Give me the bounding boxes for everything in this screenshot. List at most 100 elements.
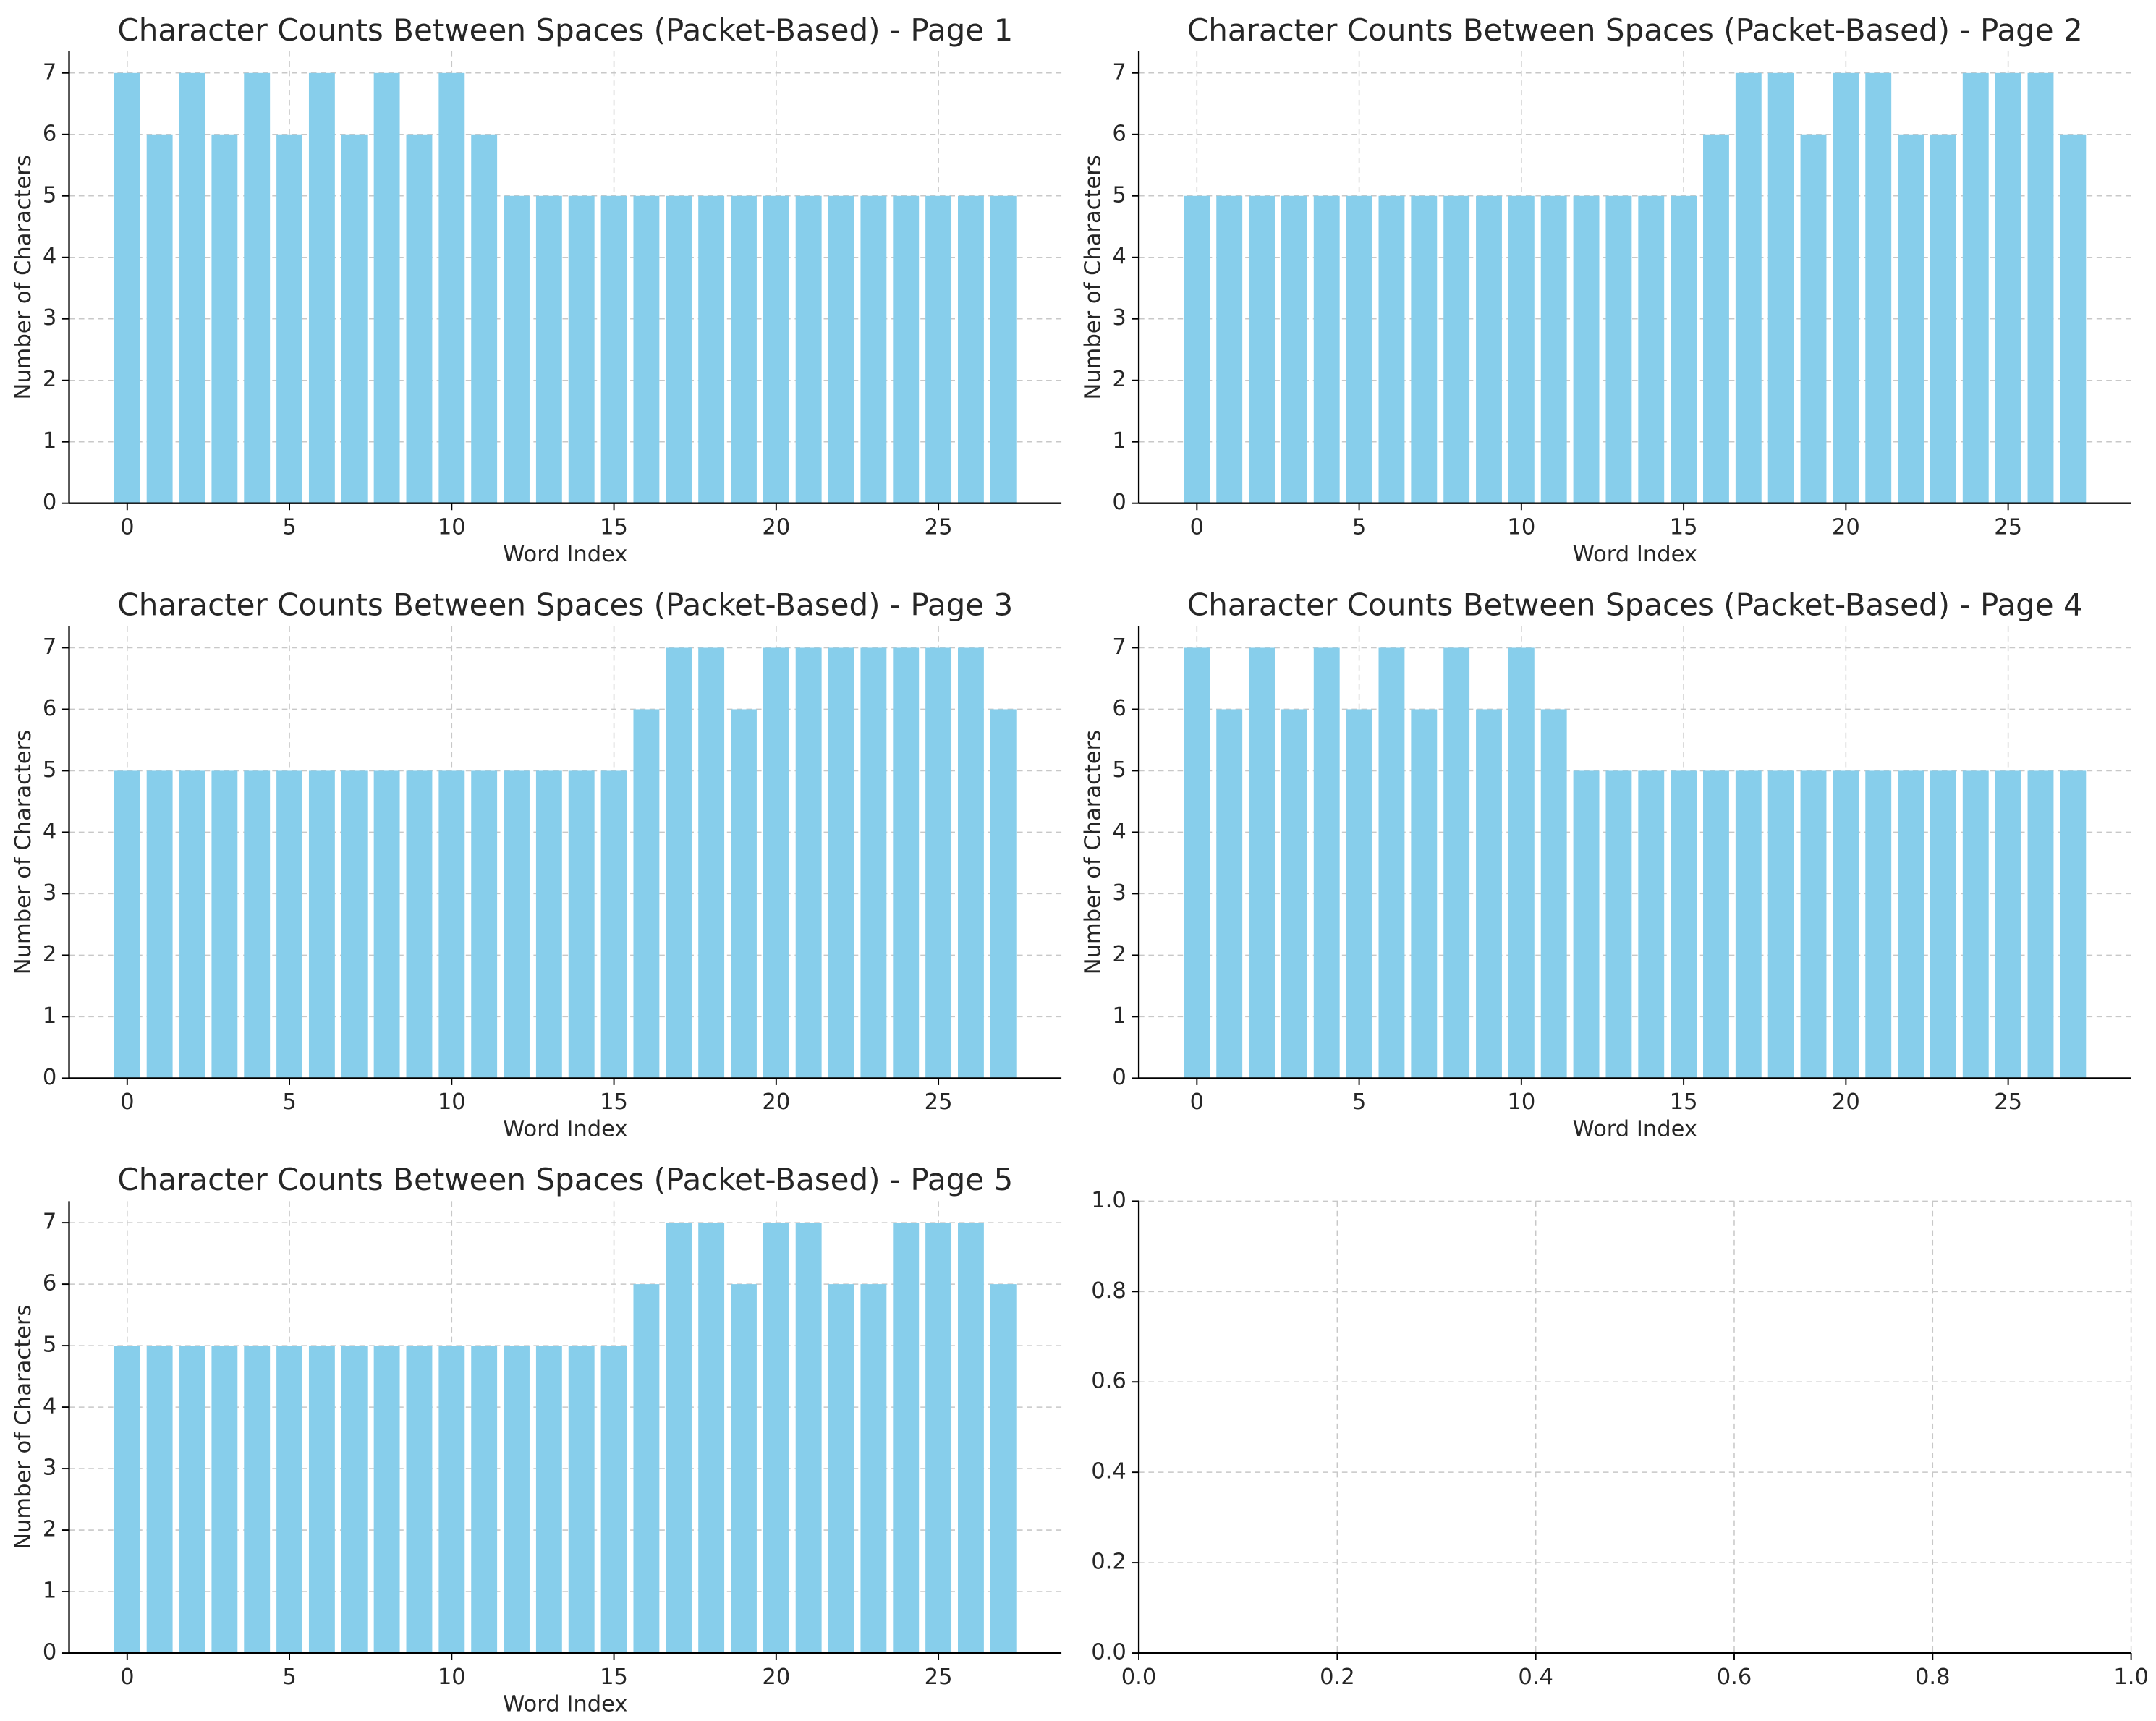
- bar: [958, 1223, 984, 1654]
- x-tick-label: 25: [1994, 1089, 2022, 1115]
- bar: [504, 195, 530, 503]
- y-tick-label: 4: [43, 1394, 56, 1419]
- bar: [308, 72, 335, 503]
- x-tick-label: 15: [600, 1665, 628, 1690]
- bar: [244, 1346, 271, 1654]
- bar: [1540, 195, 1567, 503]
- bar: [568, 1346, 595, 1654]
- y-tick-label: 7: [1112, 59, 1126, 85]
- x-tick-label: 0: [1190, 515, 1204, 540]
- bar: [925, 1223, 952, 1654]
- bar: [471, 770, 498, 1079]
- bar: [504, 1346, 530, 1654]
- y-tick-label: 2: [43, 942, 56, 967]
- bar: [731, 195, 757, 503]
- bar: [893, 195, 920, 503]
- bar: [1411, 195, 1438, 503]
- bar: [1833, 72, 1859, 503]
- y-tick-label: 6: [43, 1271, 56, 1296]
- bar: [763, 195, 789, 503]
- bar: [1443, 647, 1470, 1079]
- bar: [795, 1223, 822, 1654]
- bar: [1671, 770, 1697, 1079]
- bar: [438, 72, 465, 503]
- bar: [1378, 195, 1405, 503]
- y-tick-label: 0.6: [1091, 1369, 1126, 1394]
- bar: [1281, 195, 1307, 503]
- bar: [1833, 770, 1859, 1079]
- y-tick-label: 3: [43, 880, 56, 906]
- y-tick-label: 0: [1112, 1065, 1126, 1090]
- bar: [1184, 195, 1210, 503]
- bar: [1411, 709, 1438, 1079]
- bar: [600, 770, 627, 1079]
- x-tick-label: 0.6: [1717, 1665, 1752, 1690]
- bar: [146, 770, 173, 1079]
- bar: [535, 770, 562, 1079]
- bar: [925, 647, 952, 1079]
- y-tick-label: 6: [1112, 696, 1126, 721]
- bar: [828, 195, 854, 503]
- x-tick-label: 20: [762, 515, 790, 540]
- bar: [1800, 134, 1827, 503]
- x-tick-label: 5: [282, 515, 296, 540]
- bar: [535, 195, 562, 503]
- bar: [1249, 647, 1275, 1079]
- y-tick-label: 0.2: [1091, 1550, 1126, 1575]
- x-tick-label: 10: [438, 1665, 466, 1690]
- bar: [1346, 195, 1372, 503]
- y-tick-label: 0: [43, 490, 56, 515]
- bar: [211, 770, 238, 1079]
- bar: [114, 770, 140, 1079]
- bar: [568, 770, 595, 1079]
- y-tick-label: 7: [43, 634, 56, 660]
- chart-title: Character Counts Between Spaces (Packet-…: [117, 1162, 1013, 1197]
- bar: [958, 195, 984, 503]
- y-tick-label: 6: [1112, 121, 1126, 146]
- bar: [860, 1284, 887, 1654]
- bar: [373, 770, 400, 1079]
- x-tick-label: 20: [1832, 1089, 1860, 1115]
- x-axis-label: Word Index: [1573, 1117, 1697, 1142]
- bar: [666, 647, 692, 1079]
- bar: [698, 1223, 725, 1654]
- bar: [1930, 134, 1956, 503]
- bar: [731, 709, 757, 1079]
- bar: [471, 1346, 498, 1654]
- bar: [1962, 770, 1989, 1079]
- bar: [763, 647, 789, 1079]
- x-tick-label: 5: [282, 1089, 296, 1115]
- x-tick-label: 5: [282, 1665, 296, 1690]
- x-tick-label: 5: [1352, 1089, 1366, 1115]
- bar: [731, 1284, 757, 1654]
- y-tick-label: 2: [43, 1517, 56, 1542]
- bar: [1671, 195, 1697, 503]
- bar: [341, 134, 368, 503]
- bar: [990, 709, 1017, 1079]
- x-axis-label: Word Index: [503, 542, 627, 567]
- bar: [1476, 709, 1502, 1079]
- x-tick-label: 15: [1670, 515, 1698, 540]
- y-tick-label: 3: [1112, 305, 1126, 331]
- bar: [2027, 770, 2054, 1079]
- bar: [633, 1284, 660, 1654]
- bar: [438, 770, 465, 1079]
- bar: [600, 1346, 627, 1654]
- x-tick-label: 0: [120, 1089, 134, 1115]
- x-axis-label: Word Index: [1573, 542, 1697, 567]
- bar: [406, 770, 433, 1079]
- y-tick-label: 4: [1112, 819, 1126, 844]
- y-tick-label: 0: [43, 1640, 56, 1665]
- bar: [795, 647, 822, 1079]
- bar: [146, 134, 173, 503]
- bar: [1313, 647, 1340, 1079]
- bar: [666, 1223, 692, 1654]
- bar: [1508, 647, 1535, 1079]
- bar: [373, 72, 400, 503]
- y-tick-label: 7: [43, 59, 56, 85]
- bar: [1767, 72, 1794, 503]
- bar: [893, 1223, 920, 1654]
- x-tick-label: 15: [1670, 1089, 1698, 1115]
- y-tick-label: 2: [1112, 942, 1126, 967]
